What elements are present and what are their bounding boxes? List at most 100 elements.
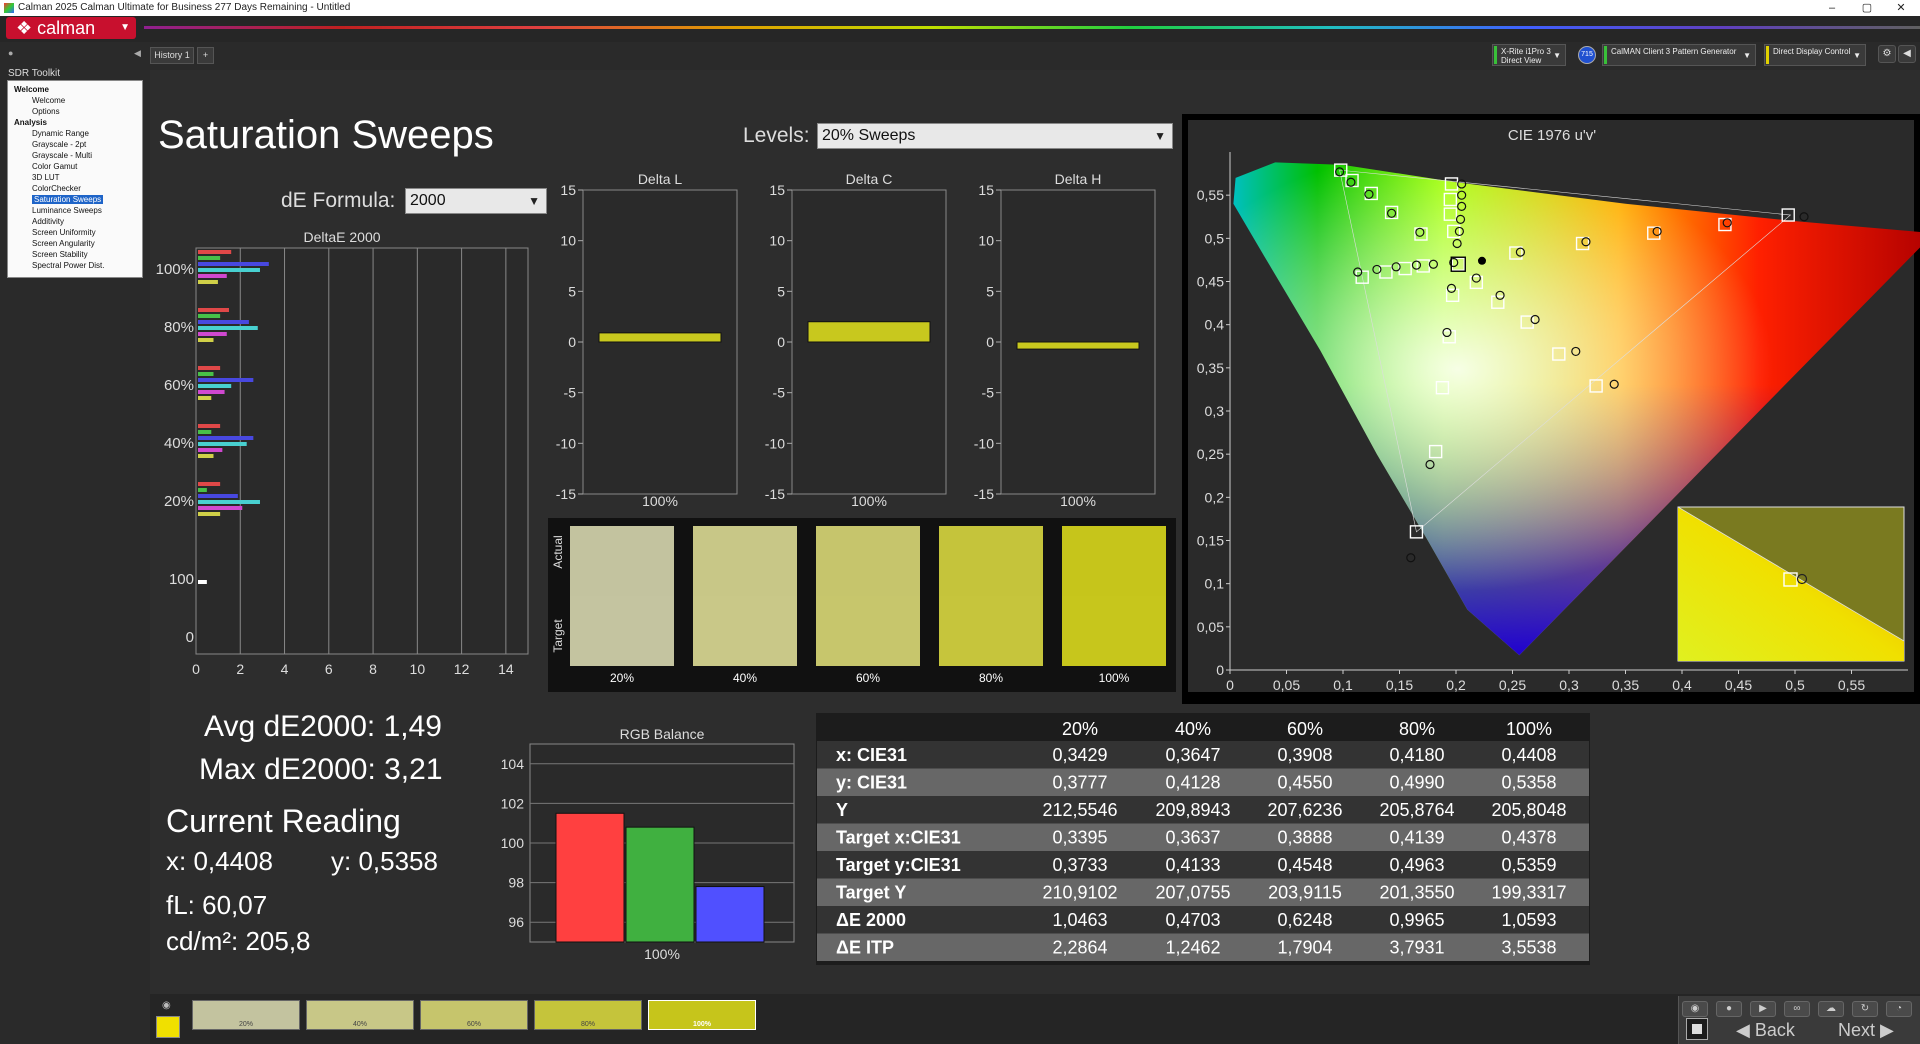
calman-menu-button[interactable]: ❖ calman ▼ xyxy=(6,17,136,39)
swatch-label: 60% xyxy=(856,671,880,685)
current-x: x: 0,4408 xyxy=(166,846,273,876)
bottom-swatch-100[interactable]: 100% xyxy=(648,1000,756,1030)
y-tick-label: -15 xyxy=(974,486,994,502)
camera-icon[interactable]: ◉ xyxy=(1682,1001,1708,1017)
tree-item-saturation-sweeps[interactable]: Saturation Sweeps xyxy=(8,194,142,205)
deltae-bar xyxy=(198,250,232,254)
device-badge[interactable]: 715 xyxy=(1578,46,1596,64)
bottom-swatch-80[interactable]: 80% xyxy=(534,1000,642,1030)
bottom-swatch-60[interactable]: 60% xyxy=(420,1000,528,1030)
tree-item-label: Screen Angularity xyxy=(32,239,95,248)
tree-item-screen-angularity[interactable]: Screen Angularity xyxy=(8,238,142,249)
table-cell: 0,4550 xyxy=(1277,773,1332,793)
deltae-bar xyxy=(198,326,258,330)
next-button[interactable]: Next ▶ xyxy=(1838,1020,1894,1041)
maximize-button[interactable]: ▢ xyxy=(1861,2,1873,14)
deltae-bar xyxy=(198,454,214,458)
x-tick-label: 0 xyxy=(192,661,200,677)
loop-icon[interactable]: ∞ xyxy=(1784,1001,1810,1017)
minimize-button[interactable]: – xyxy=(1828,2,1836,14)
measured-marker xyxy=(1353,267,1363,277)
tab-history-1[interactable]: History 1 xyxy=(150,47,194,64)
tree-item-spectral-power-dist-[interactable]: Spectral Power Dist. xyxy=(8,260,142,271)
table-row xyxy=(817,906,1589,934)
swatch-label: 60% xyxy=(466,1021,481,1028)
swatch-panel: Actual Target 20% 40% 60% 80% 100% xyxy=(548,518,1176,692)
tree-item-grayscale-2pt[interactable]: Grayscale - 2pt xyxy=(8,139,142,150)
target-marker xyxy=(1442,330,1456,344)
more-icon[interactable]: ◔ xyxy=(1886,1001,1912,1017)
table-cell: 201,3550 xyxy=(1379,883,1454,903)
delta-chart-title: Delta L xyxy=(638,171,683,187)
tree-item-luminance-sweeps[interactable]: Luminance Sweeps xyxy=(8,205,142,216)
collapse-sidebar-icon[interactable]: ◀ xyxy=(134,48,141,58)
meter-dropdown[interactable]: X-Rite i1Pro 3 Direct View ▼ xyxy=(1492,44,1566,66)
eye-icon[interactable]: ◉ xyxy=(162,1000,171,1011)
delta-bar xyxy=(598,332,722,343)
tree-item-additivity[interactable]: Additivity xyxy=(8,216,142,227)
y-tick-label: 0,25 xyxy=(1197,446,1224,462)
stop-button[interactable] xyxy=(1686,1018,1708,1040)
levels-select[interactable]: 20% Sweeps ▼ xyxy=(817,123,1173,149)
tree-item-grayscale-multi[interactable]: Grayscale - Multi xyxy=(8,150,142,161)
x-tick-label: 14 xyxy=(498,661,514,677)
measured-marker xyxy=(1335,167,1345,177)
tree-item-welcome[interactable]: Welcome xyxy=(8,95,142,106)
tree-item-analysis[interactable]: Analysis xyxy=(8,117,142,128)
bottom-swatch-20[interactable]: 20% xyxy=(192,1000,300,1030)
measured-marker xyxy=(1386,208,1397,218)
workflow-tree: Welcome Welcome Options Analysis Dynamic Ran… xyxy=(7,80,143,278)
row-label: ΔE 2000 xyxy=(836,910,906,930)
refresh-icon[interactable]: ↻ xyxy=(1852,1001,1878,1017)
tree-item-screen-stability[interactable]: Screen Stability xyxy=(8,249,142,260)
settings-icon[interactable]: ⚙ xyxy=(1878,45,1896,63)
sidebar-title: SDR Toolkit xyxy=(8,68,61,79)
measured-marker xyxy=(1495,290,1505,300)
tree-item-screen-uniformity[interactable]: Screen Uniformity xyxy=(8,227,142,238)
y-tick-label: -5 xyxy=(773,385,786,401)
close-button[interactable]: ✕ xyxy=(1896,2,1906,14)
target-marker xyxy=(1384,205,1399,220)
tree-item-label: Additivity xyxy=(32,217,65,226)
tree-item-colorchecker[interactable]: ColorChecker xyxy=(8,183,142,194)
measured-marker xyxy=(1446,283,1457,294)
back-button[interactable]: ◀ Back xyxy=(1736,1020,1795,1041)
display-control-dropdown[interactable]: Direct Display Control ▼ xyxy=(1764,44,1866,66)
chevron-down-icon: ▼ xyxy=(528,194,540,208)
cloud-icon[interactable]: ☁ xyxy=(1818,1001,1844,1017)
sidebar-pin-icon[interactable]: ● xyxy=(8,48,14,58)
table-header: 40% xyxy=(1175,719,1211,739)
add-tab-button[interactable]: + xyxy=(197,47,214,64)
table-cell: 207,6236 xyxy=(1267,800,1342,820)
deltae-bar xyxy=(198,442,247,446)
tree-item-welcome[interactable]: Welcome xyxy=(8,84,142,95)
play-icon[interactable]: ▶ xyxy=(1750,1001,1776,1017)
y-group-label: 100% xyxy=(156,261,194,278)
measured-marker xyxy=(1530,314,1540,325)
deltae-chart: DeltaE 2000 0 2 4 6 8 10 12 14 100% 80% 60% 40% 20% 10… xyxy=(156,229,529,677)
tree-item-3d-lut[interactable]: 3D LUT xyxy=(8,172,142,183)
table-cell: 0,4378 xyxy=(1501,828,1556,848)
swatch-label: 80% xyxy=(580,1021,595,1028)
record-icon[interactable]: ● xyxy=(1716,1001,1742,1017)
meter-mode: Direct View xyxy=(1501,56,1542,65)
y-tick-label: 5 xyxy=(777,283,785,299)
deltae-bar xyxy=(198,424,221,428)
y-tick-label: 102 xyxy=(501,795,525,811)
status-bar xyxy=(1494,46,1497,64)
de-formula-select[interactable]: 2000 ▼ xyxy=(405,188,547,214)
target-marker xyxy=(1781,208,1795,222)
bottom-swatch-40[interactable]: 40% xyxy=(306,1000,414,1030)
x-tick-label: 0,35 xyxy=(1612,677,1639,693)
pattern-generator-dropdown[interactable]: CalMAN Client 3 Pattern Generator ▼ xyxy=(1602,44,1756,66)
target-marker xyxy=(1589,379,1603,393)
tree-item-dynamic-range[interactable]: Dynamic Range xyxy=(8,128,142,139)
x-tick-label: 0,45 xyxy=(1725,677,1752,693)
tree-item-color-gamut[interactable]: Color Gamut xyxy=(8,161,142,172)
x-tick-label: 12 xyxy=(454,661,470,677)
max-de: Max dE2000: 3,21 xyxy=(199,753,443,786)
collapse-right-icon[interactable]: ◀ xyxy=(1898,45,1916,63)
target-marker xyxy=(1469,275,1484,290)
tree-item-options[interactable]: Options xyxy=(8,106,142,117)
target-marker xyxy=(1443,192,1458,207)
